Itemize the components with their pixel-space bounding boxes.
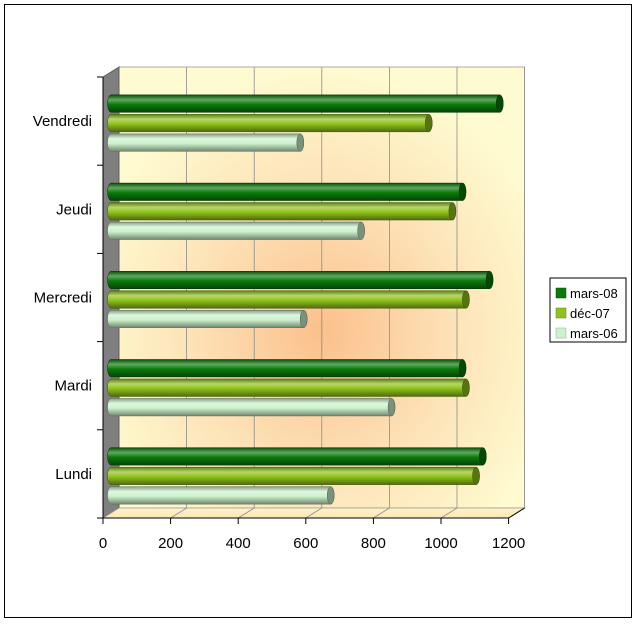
bar-jeudi-déc-07 [107, 202, 457, 221]
bar-cap [458, 182, 467, 201]
floor-gridline [373, 507, 390, 519]
x-tick-label: 0 [99, 535, 107, 552]
legend: mars-08 déc-07 mars-06 [549, 277, 627, 343]
chart-frame: Lundi Mardi Mercredi Jeudi Vendredi 0 200 400 60… [4, 4, 632, 618]
bar-vendredi-mars-08 [107, 94, 504, 113]
x-tick-label: 400 [226, 535, 251, 552]
x-tick-label: 1000 [424, 535, 457, 552]
bar-chart: Lundi Mardi Mercredi Jeudi Vendredi 0 200 400 60… [33, 66, 627, 552]
legend-swatch [555, 287, 567, 299]
bar-vendredi-mars-06 [107, 133, 305, 152]
floor-gridline [440, 507, 458, 519]
bar-cap [448, 202, 457, 221]
bar-lundi-mars-08 [107, 447, 487, 466]
category-label: Lundi [55, 466, 92, 483]
bars-group [107, 94, 504, 505]
legend-swatch [555, 327, 567, 339]
bar-mercredi-mars-06 [107, 310, 308, 328]
bar-cap [326, 486, 335, 505]
category-label: Mercredi [34, 290, 92, 307]
legend-label: déc-07 [570, 306, 610, 321]
bar-mercredi-mars-08 [107, 271, 494, 289]
category-label: Jeudi [56, 201, 92, 218]
bar-mardi-mars-08 [107, 359, 467, 378]
x-tick-label: 1200 [492, 535, 525, 552]
bar-jeudi-mars-06 [107, 221, 365, 240]
bar-mardi-mars-06 [107, 398, 396, 417]
bar-cap [495, 94, 504, 113]
bar-lundi-mars-06 [107, 486, 335, 505]
floor-gridline [237, 507, 255, 519]
bar-cap [462, 290, 470, 309]
legend-label: mars-06 [570, 326, 618, 341]
bar-vendredi-déc-07 [107, 114, 433, 133]
bar-mardi-déc-07 [107, 378, 470, 397]
category-label: Vendredi [33, 113, 92, 130]
bar-cap [485, 271, 494, 289]
x-tick-label: 600 [293, 535, 318, 552]
x-tick-label: 200 [158, 535, 183, 552]
x-tick-label: 800 [361, 535, 386, 552]
floor-gridline [305, 507, 323, 519]
bar-cap [299, 310, 308, 328]
legend-label: mars-08 [570, 286, 618, 301]
axes-group: Lundi Mardi Mercredi Jeudi Vendredi 0 200 400 60… [33, 76, 525, 552]
bar-mercredi-déc-07 [107, 290, 470, 309]
bar-cap [424, 114, 433, 133]
bar-cap [472, 466, 480, 485]
bar-cap [357, 221, 365, 240]
category-label: Mardi [54, 378, 92, 395]
bar-cap [462, 378, 470, 397]
bar-lundi-déc-07 [107, 466, 480, 485]
bar-jeudi-mars-08 [107, 182, 467, 201]
bar-cap [387, 398, 396, 417]
bar-cap [458, 359, 467, 378]
floor-gridline [170, 507, 187, 519]
legend-swatch [555, 307, 567, 319]
floor-edge [508, 507, 525, 519]
bar-cap [479, 447, 487, 466]
bar-cap [296, 133, 305, 152]
